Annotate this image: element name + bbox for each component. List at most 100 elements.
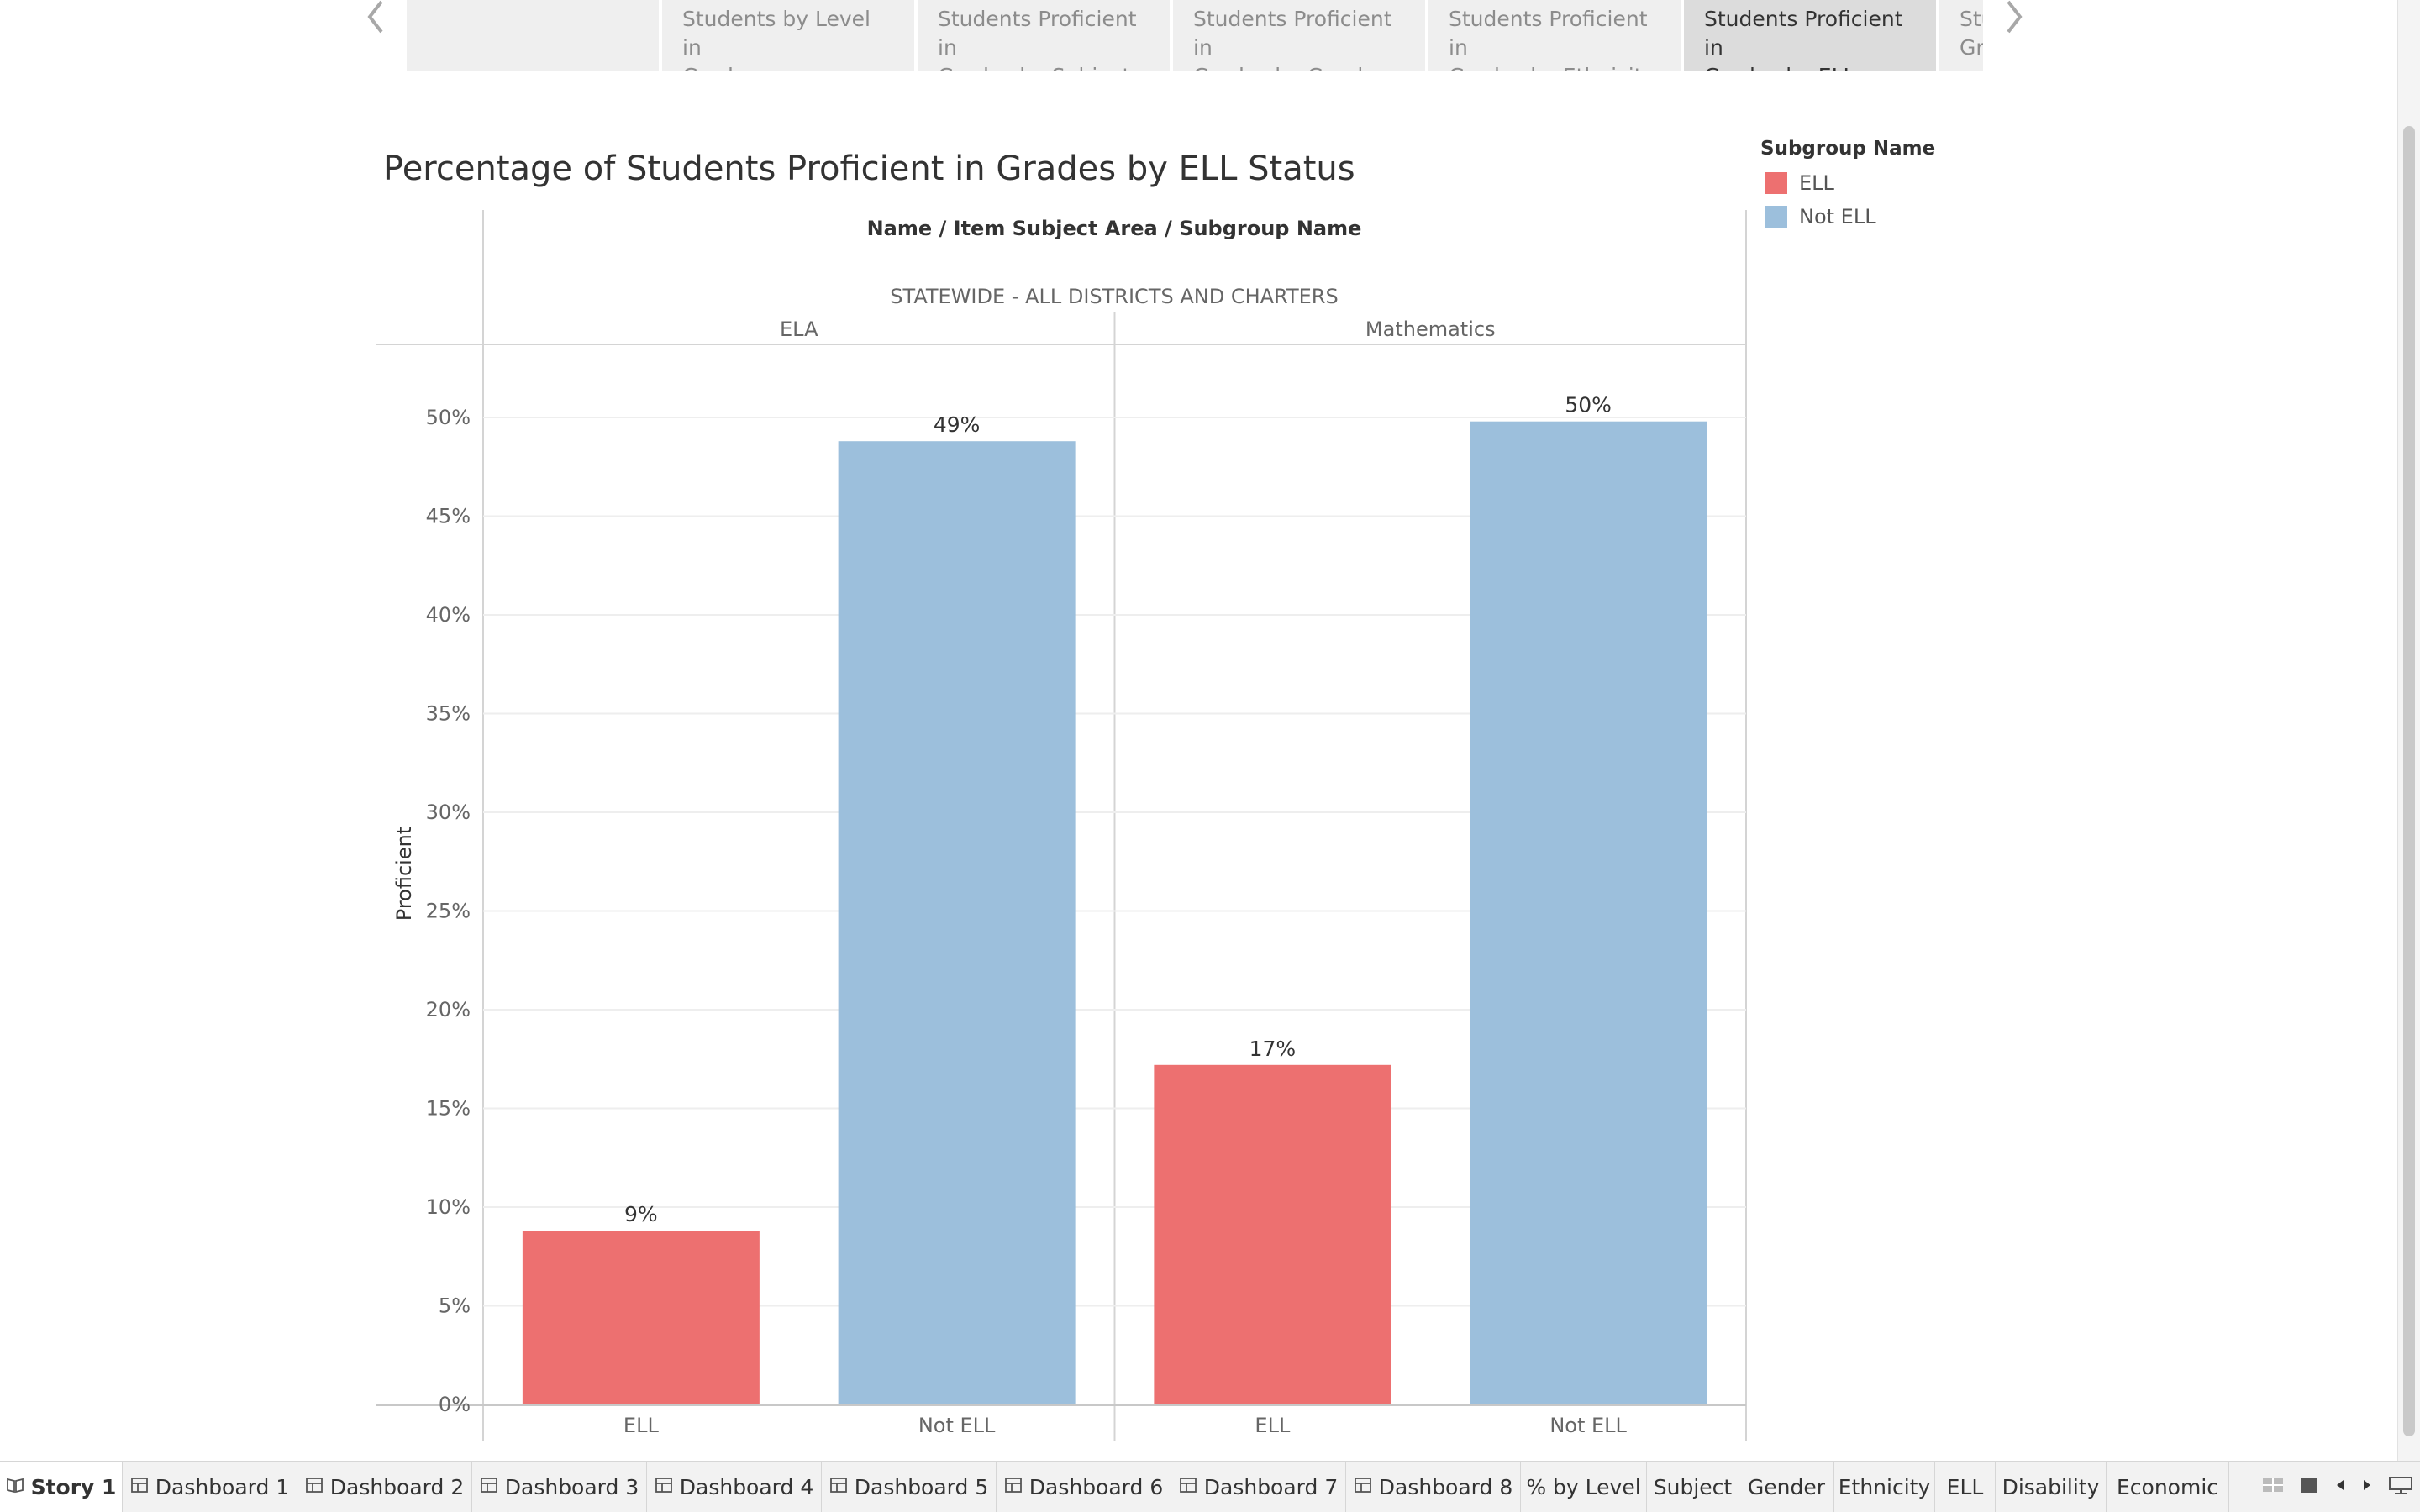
story-point-0[interactable] — [407, 0, 659, 71]
legend-item-ell[interactable]: ELL — [1760, 166, 1935, 200]
y-tick-label: 30% — [426, 801, 471, 824]
tab-label: Dashboard 6 — [1028, 1474, 1164, 1499]
tab-ethnicity[interactable]: Ethnicity — [1834, 1462, 1935, 1512]
tab-dashboard-8[interactable]: Dashboard 8 — [1346, 1462, 1521, 1512]
x-tick-label: Not ELL — [1549, 1414, 1627, 1437]
story-point-3[interactable]: Students Proficient in Grades by Gender — [1173, 0, 1425, 71]
panel-header-ela: ELA — [780, 318, 818, 341]
tab-dashboard-7[interactable]: Dashboard 7 — [1171, 1462, 1346, 1512]
chevron-right-icon — [2007, 0, 2023, 34]
story-point-caption: Students Proficient in — [1704, 7, 1903, 60]
legend-swatch — [1765, 206, 1787, 228]
tab-label: Dashboard 8 — [1378, 1474, 1513, 1499]
story-next-arrow[interactable] — [1996, 0, 2030, 34]
tab-dashboard-5[interactable]: Dashboard 5 — [822, 1462, 997, 1512]
scrollbar-thumb[interactable] — [2403, 126, 2415, 1436]
header-field: Subgroup Name — [1179, 217, 1361, 240]
tab-label: ELL — [1946, 1474, 1984, 1499]
tab-label: Dashboard 7 — [1203, 1474, 1339, 1499]
chevron-left-icon — [367, 0, 383, 34]
bar-data-label: 9% — [624, 1202, 658, 1226]
tab-label: Disability — [2002, 1474, 2100, 1499]
y-tick-label: 20% — [426, 998, 471, 1021]
bar-ela-ell[interactable] — [522, 1231, 760, 1404]
story-icon — [6, 1475, 24, 1499]
story-navigator: Students by Level in Grades Students Profi… — [407, 0, 1983, 71]
tab-gender[interactable]: Gender — [1739, 1462, 1834, 1512]
legend-label: ELL — [1799, 171, 1834, 195]
bar-data-label: 50% — [1565, 393, 1612, 417]
header-separator: / — [939, 217, 954, 240]
tab-label: Economic — [2116, 1474, 2219, 1499]
tab-dashboard-1[interactable]: Dashboard 1 — [123, 1462, 297, 1512]
chart-title: Percentage of Students Proficient in Gra… — [383, 150, 1355, 188]
y-tick-label: 50% — [426, 406, 471, 429]
story-point-5[interactable]: Students Proficient in Grades by ELL Stat… — [1684, 0, 1936, 71]
story-point-caption: Students by Level in — [682, 7, 871, 60]
legend-swatch — [1765, 172, 1787, 194]
header-field: Item Subject Area — [954, 217, 1165, 240]
legend-title: Subgroup Name — [1760, 138, 1936, 160]
x-tick-label: ELL — [623, 1414, 660, 1437]
tab-disability[interactable]: Disability — [1996, 1462, 2107, 1512]
tab-label: Ethnicity — [1838, 1474, 1931, 1499]
dashboard-icon — [829, 1475, 848, 1499]
story-point-caption: Grades by Subject — [938, 62, 1150, 71]
column-header-path: Name / Item Subject Area / Subgroup Name — [867, 217, 1362, 240]
tab-dashboard-6[interactable]: Dashboard 6 — [997, 1462, 1171, 1512]
story-point-caption: Grades by Ethnicity — [1449, 62, 1660, 71]
dashboard-icon — [480, 1475, 498, 1499]
tab-ell[interactable]: ELL — [1935, 1462, 1996, 1512]
y-tick-label: 0% — [439, 1393, 471, 1416]
tab-label: Gender — [1747, 1474, 1826, 1499]
tab-label: Dashboard 5 — [854, 1474, 989, 1499]
bar-ela-not-ell[interactable] — [838, 441, 1076, 1405]
y-tick-label: 15% — [426, 1097, 471, 1121]
story-point-caption: Grades — [682, 62, 894, 71]
previous-tab-icon[interactable] — [2334, 1478, 2346, 1496]
header-field: Name — [867, 217, 939, 240]
bar-mathematics-not-ell[interactable] — [1470, 421, 1707, 1405]
legend-item-not-ell[interactable]: Not ELL — [1760, 200, 1935, 234]
story-point-6[interactable]: Stu Gr — [1939, 0, 1983, 71]
bar-data-label: 17% — [1249, 1037, 1297, 1061]
story-point-2[interactable]: Students Proficient in Grades by Subject — [918, 0, 1170, 71]
dashboard-icon — [1179, 1475, 1197, 1499]
y-tick-label: 5% — [439, 1294, 471, 1318]
tab-dashboard-2[interactable]: Dashboard 2 — [297, 1462, 472, 1512]
sheet-tab-bar: Story 1 Dashboard 1 Dashboard 2 Dashboard 3… — [0, 1461, 2420, 1512]
y-tick-label: 40% — [426, 603, 471, 627]
tab-subject[interactable]: Subject — [1647, 1462, 1739, 1512]
panel-header-mathematics: Mathematics — [1365, 318, 1496, 341]
tab-bar-controls — [2262, 1462, 2420, 1512]
y-tick-label: 25% — [426, 900, 471, 923]
header-separator: / — [1165, 217, 1179, 240]
story-point-1[interactable]: Students by Level in Grades — [662, 0, 914, 71]
y-tick-label: 35% — [426, 702, 471, 726]
tab-label: Dashboard 1 — [155, 1474, 290, 1499]
story-point-caption: Grades by Gender — [1193, 62, 1405, 71]
dashboard-icon — [130, 1475, 149, 1499]
story-point-caption: Students Proficient in — [938, 7, 1137, 60]
y-tick-label: 45% — [426, 505, 471, 528]
tab-economic[interactable]: Economic — [2107, 1462, 2229, 1512]
vertical-scrollbar[interactable] — [2397, 0, 2420, 1462]
filmstrip-icon[interactable] — [2299, 1476, 2319, 1498]
tab-label: Subject — [1653, 1474, 1733, 1499]
presentation-icon[interactable] — [2388, 1475, 2413, 1499]
tab-dashboard-3[interactable]: Dashboard 3 — [472, 1462, 647, 1512]
tab-story-1[interactable]: Story 1 — [0, 1462, 123, 1512]
bar-mathematics-ell[interactable] — [1154, 1064, 1392, 1404]
dashboard-icon — [1004, 1475, 1023, 1499]
tab-dashboard-4[interactable]: Dashboard 4 — [647, 1462, 822, 1512]
story-prev-arrow[interactable] — [360, 0, 393, 34]
bar-chart: Percentage of Students Proficient in Gra… — [376, 150, 1747, 1441]
tab-by-level[interactable]: % by Level — [1521, 1462, 1647, 1512]
tab-label: Dashboard 4 — [679, 1474, 814, 1499]
story-point-4[interactable]: Students Proficient in Grades by Ethnicit… — [1428, 0, 1681, 71]
story-point-caption: Students Proficient in — [1193, 7, 1392, 60]
tab-label: Dashboard 2 — [329, 1474, 465, 1499]
sheet-sorter-icon[interactable] — [2262, 1477, 2284, 1497]
story-point-caption: Gr — [1960, 35, 1983, 60]
next-tab-icon[interactable] — [2361, 1478, 2373, 1496]
